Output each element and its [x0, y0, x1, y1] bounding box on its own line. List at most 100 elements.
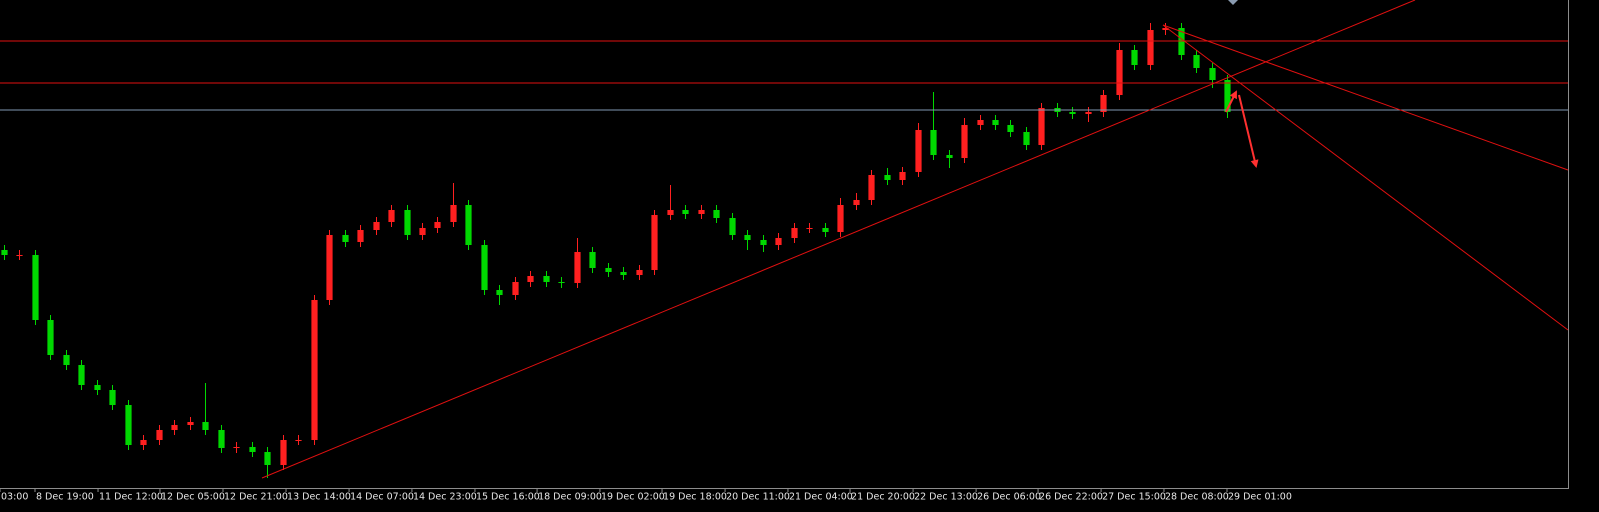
- candle-body: [822, 228, 829, 232]
- candle-body: [1193, 55, 1200, 68]
- candle-body: [1085, 112, 1092, 114]
- x-tick-label: 21 Dec 04:00: [789, 492, 853, 503]
- candle-body: [202, 422, 209, 430]
- candle-body: [512, 282, 519, 295]
- candle-body: [1224, 80, 1231, 112]
- candle-body: [884, 175, 891, 180]
- candle-body: [326, 235, 333, 300]
- candle-body: [171, 425, 178, 430]
- x-tick-label: 8 Dec 19:00: [36, 492, 94, 503]
- candle-body: [32, 255, 39, 320]
- arrow: [1225, 90, 1237, 113]
- candle-body: [1007, 125, 1014, 132]
- x-tick-label: 27 Dec 15:00: [1102, 492, 1166, 503]
- x-tick-label: 26 Dec 06:00: [977, 492, 1041, 503]
- candle-body: [853, 200, 860, 205]
- candle-body: [1038, 108, 1045, 145]
- x-tick-label: 26 Dec 22:00: [1039, 492, 1103, 503]
- candle-body: [806, 228, 813, 229]
- candle-body: [667, 210, 674, 215]
- candle-body: [1147, 30, 1154, 65]
- candle-body: [682, 210, 689, 214]
- candle-body: [404, 210, 411, 235]
- candle-body: [620, 272, 627, 275]
- candle-body: [915, 130, 922, 172]
- candle-body: [1023, 132, 1030, 145]
- candle-body: [1131, 50, 1138, 65]
- candle-body: [589, 252, 596, 268]
- trend-line: [1162, 24, 1569, 331]
- candle-body: [419, 228, 426, 235]
- candle-body: [264, 452, 271, 465]
- x-tick-label: 22 Dec 13:00: [914, 492, 978, 503]
- trend-line: [261, 0, 1416, 479]
- candle-body: [1, 250, 8, 255]
- candle-body: [16, 255, 23, 256]
- candle-body: [946, 155, 953, 158]
- candle-body: [47, 320, 54, 355]
- candle-body: [450, 205, 457, 222]
- candle-body: [125, 405, 132, 445]
- x-tick-label: 11 Dec 12:00: [99, 492, 163, 503]
- candles: [1, 23, 1231, 478]
- x-tick-label: 21 Dec 20:00: [851, 492, 915, 503]
- x-tick-label: 19 Dec 18:00: [663, 492, 727, 503]
- candle-body: [527, 276, 534, 282]
- candle-body: [357, 230, 364, 242]
- x-tick-label: 12 Dec 05:00: [161, 492, 225, 503]
- drawings: [0, 0, 1569, 479]
- candle-body: [605, 268, 612, 272]
- candle-body: [109, 390, 116, 405]
- x-tick-label: 13 Dec 14:00: [287, 492, 351, 503]
- x-tick-label: 12 Dec 21:00: [224, 492, 288, 503]
- x-tick-label: 18 Dec 09:00: [538, 492, 602, 503]
- candle-body: [481, 245, 488, 290]
- trend-line: [1162, 24, 1569, 171]
- candle-body: [434, 222, 441, 228]
- candle-body: [280, 440, 287, 465]
- candle-body: [713, 210, 720, 218]
- candle-body: [342, 235, 349, 242]
- candle-body: [651, 215, 658, 270]
- candle-body: [837, 205, 844, 232]
- x-tick-label: 28 Dec 08:00: [1165, 492, 1229, 503]
- candle-body: [1100, 95, 1107, 112]
- candle-body: [977, 120, 984, 125]
- candle-body: [899, 172, 906, 180]
- candle-body: [961, 125, 968, 158]
- candle-body: [373, 222, 380, 230]
- candle-body: [311, 300, 318, 440]
- candle-body: [218, 430, 225, 448]
- candle-body: [249, 447, 256, 452]
- candle-body: [140, 440, 147, 445]
- candle-body: [1069, 112, 1076, 114]
- x-tick-label: 20 Dec 11:00: [726, 492, 790, 503]
- x-tick-label: 14 Dec 07:00: [350, 492, 414, 503]
- candle-body: [992, 120, 999, 125]
- candle-body: [574, 252, 581, 283]
- candle-body: [543, 276, 550, 282]
- candle-body: [1116, 50, 1123, 95]
- candle-body: [94, 385, 101, 390]
- candle-body: [868, 175, 875, 200]
- marker: [1228, 0, 1238, 5]
- arrow: [1238, 94, 1259, 168]
- candle-body: [295, 440, 302, 441]
- candle-body: [233, 447, 240, 448]
- candle-body: [698, 210, 705, 214]
- candle-body: [496, 290, 503, 295]
- candle-body: [78, 365, 85, 385]
- candle-body: [636, 270, 643, 275]
- candle-body: [558, 282, 565, 283]
- x-tick-label: 29 Dec 01:00: [1228, 492, 1292, 503]
- candle-body: [465, 205, 472, 245]
- candle-body: [791, 228, 798, 238]
- candle-body: [388, 210, 395, 222]
- candle-body: [729, 218, 736, 235]
- candle-body: [1209, 68, 1216, 80]
- candle-body: [156, 430, 163, 440]
